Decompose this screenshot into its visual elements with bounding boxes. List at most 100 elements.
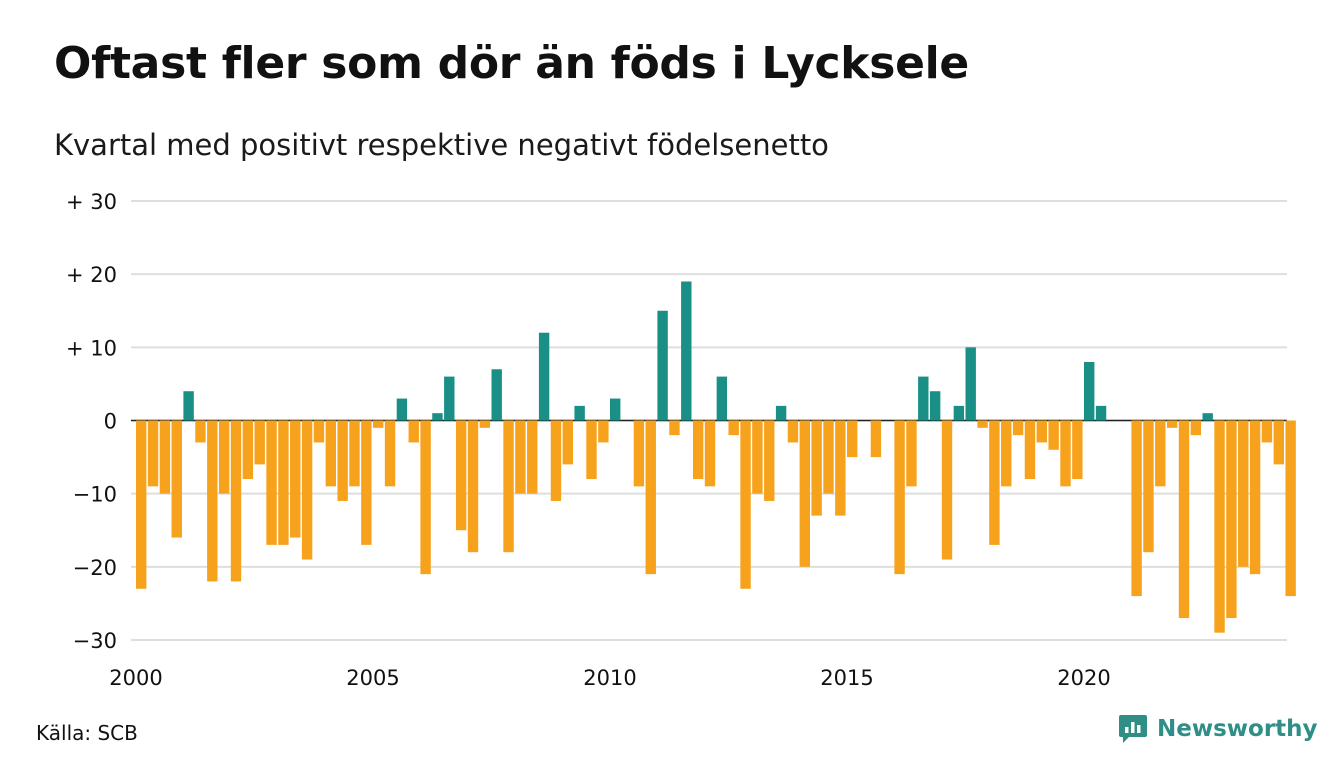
bar-positive [681,281,692,421]
x-tick-label: 2005 [346,666,399,690]
bar-negative [1261,420,1273,443]
brand-name: Newsworthy [1157,716,1318,742]
bar-chart: + 30 + 20 + 10 0 −10 −20 −30 2000 2005 2010 2015 20… [66,190,1296,690]
bar-negative [290,420,301,538]
bar-negative [1131,420,1142,597]
bar-positive [953,405,965,421]
bar-negative [1214,420,1225,633]
bar-negative [811,420,822,516]
bar-negative [218,420,230,494]
x-tick-label: 2020 [1057,666,1110,690]
bar-negative [1036,420,1047,443]
bar-negative [1155,420,1166,487]
y-tick-label: −20 [73,556,117,580]
bar-negative [1012,420,1024,436]
bar-negative [989,420,1000,545]
x-tick-label: 2010 [583,666,636,690]
bar-negative [159,420,171,494]
bar-negative [906,420,917,487]
y-tick-label: −30 [73,629,117,653]
bar-negative [847,420,858,458]
bar-negative [136,420,147,589]
bar-negative [941,420,953,560]
bar-positive [396,398,408,421]
x-tick-label: 2000 [109,666,162,690]
bar-negative [728,420,739,436]
bar-negative [195,420,206,443]
bar-negative [1273,420,1284,465]
bar-negative [301,420,313,560]
bar-negative [787,420,799,443]
bar-negative [1285,420,1296,597]
chart-title: Oftast fler som dör än föds i Lycksele [54,38,969,89]
bar-negative [598,420,609,443]
bar-negative [420,420,431,575]
bar-negative [1178,420,1190,619]
bar-negative [503,420,514,553]
bar-negative [242,420,254,480]
bar-negative [1048,420,1059,450]
bar-positive [965,347,976,421]
bar-positive [183,391,194,421]
bar-negative [479,420,491,428]
bar-negative [230,420,242,582]
y-tick-label: + 10 [66,336,117,360]
bar-positive [657,310,668,421]
bar-negative [586,420,597,480]
bar-negative [207,420,218,582]
bar-positive [929,391,941,421]
bar-positive [775,405,787,421]
y-tick-label: −10 [73,483,117,507]
bar-negative [254,420,265,465]
bar-negative [527,420,538,494]
source-label: Källa: SCB [36,721,138,745]
bar-positive [574,405,585,421]
bar-negative [692,420,704,480]
bar-negative [977,420,988,428]
bar-negative [278,420,289,545]
bar-negative [764,420,775,501]
bar-negative [562,420,573,465]
bar-negative [1226,420,1237,619]
bar-negative [455,420,467,531]
bar-negative [1060,420,1071,487]
bar-positive [491,369,502,421]
bar-negative [384,420,396,487]
brand-logo[interactable]: Newsworthy [1118,713,1318,745]
bar-negative [1249,420,1261,575]
bar-negative [361,420,372,545]
bar-negative [1024,420,1036,480]
bar-negative [752,420,763,494]
bar-negative [823,420,834,494]
bar-negative [408,420,419,443]
bar-positive [1095,405,1107,421]
bar-positive [610,398,621,421]
bar-negative [870,420,882,458]
bar-negative [515,420,526,494]
bar-negative [1072,420,1083,480]
bar-negative [1143,420,1154,553]
bar-positive [1084,361,1095,421]
bar-negative [349,420,360,487]
bar-negative [1166,420,1178,428]
bar-negative [799,420,810,567]
bar-positive [716,376,728,421]
bar-negative [1001,420,1012,487]
chart-subtitle: Kvartal med positivt respektive negativt… [54,128,829,162]
bar-positive [538,332,550,421]
bar-negative [373,420,384,428]
x-tick-label: 2015 [820,666,873,690]
bar-negative [266,420,277,545]
bar-positive [432,413,443,421]
bar-negative [669,420,680,436]
bar-negative [740,420,751,589]
bar-negative [313,420,325,443]
bar-negative [550,420,562,501]
bar-negative [337,420,348,501]
bar-negative [325,420,336,487]
y-tick-label: + 20 [66,263,117,287]
axis-labels: + 30 + 20 + 10 0 −10 −20 −30 2000 2005 2010 2015 20… [66,190,1111,690]
bar-positive [1202,413,1213,421]
bar-negative [1190,420,1202,436]
bar-negative [645,420,656,575]
